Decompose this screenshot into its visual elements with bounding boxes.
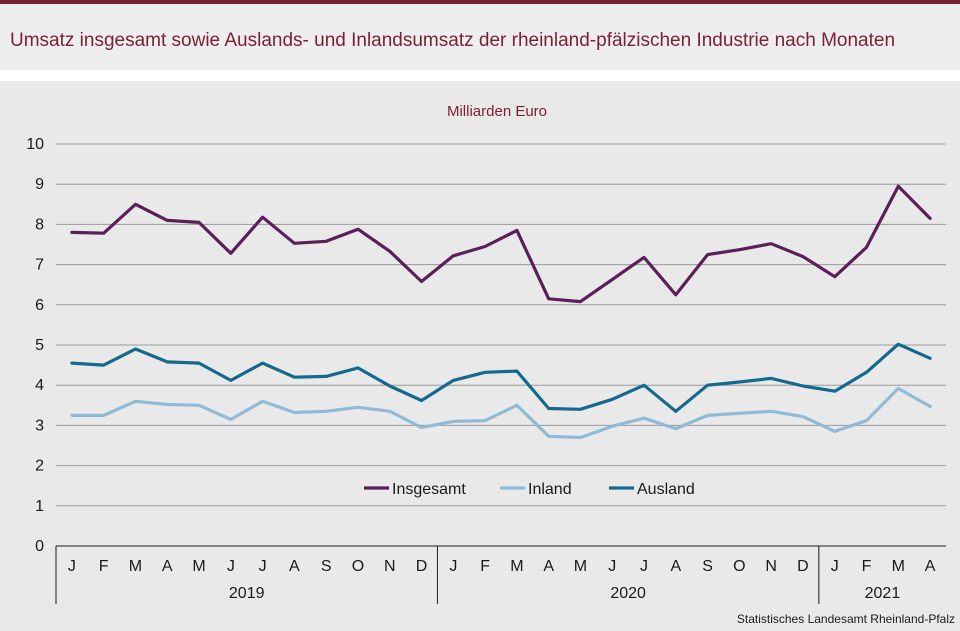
y-tick-label: 2 — [35, 458, 44, 475]
x-tick-label: S — [321, 558, 332, 575]
x-tick-label: A — [925, 558, 936, 575]
x-tick-label: O — [733, 558, 745, 575]
y-tick-label: 9 — [35, 176, 44, 193]
header-divider — [0, 70, 960, 81]
x-tick-label: D — [797, 558, 809, 575]
x-tick-label: J — [68, 558, 76, 575]
x-tick-label: D — [416, 558, 428, 575]
y-tick-label: 8 — [35, 216, 44, 233]
top-accent-bar — [0, 0, 960, 4]
x-tick-label: J — [227, 558, 235, 575]
x-tick-label: O — [352, 558, 364, 575]
y-tick-label: 5 — [35, 337, 44, 354]
x-tick-label: M — [892, 558, 905, 575]
x-tick-label: J — [640, 558, 648, 575]
x-tick-label: A — [162, 558, 173, 575]
y-tick-label: 6 — [35, 297, 44, 314]
x-tick-label: A — [543, 558, 554, 575]
series-line-insgesamt — [70, 184, 932, 304]
year-label: 2021 — [865, 585, 901, 602]
y-tick-label: 0 — [35, 538, 44, 555]
series-line-ausland — [70, 342, 932, 413]
y-tick-label: 4 — [35, 377, 44, 394]
legend-label: Inland — [528, 481, 572, 498]
legend-label: Ausland — [637, 481, 695, 498]
series-lines — [70, 184, 932, 440]
y-tick-label: 3 — [35, 417, 44, 434]
legend: Insgesamt Inland Ausland — [364, 481, 695, 498]
x-axis: J F M A M J J A S O N D J F M A M J J A S O N D J F M A 2019 2020 2021 — [55, 546, 936, 604]
y-tick-label: 1 — [35, 498, 44, 515]
gridlines — [56, 143, 946, 547]
year-label: 2020 — [610, 585, 646, 602]
y-tick-label: 7 — [35, 257, 44, 274]
header: Umsatz insgesamt sowie Auslands- und Inl… — [0, 4, 960, 70]
x-tick-label: M — [574, 558, 587, 575]
x-tick-label: M — [192, 558, 205, 575]
x-tick-label: J — [831, 558, 839, 575]
unit-label: Milliarden Euro — [447, 103, 547, 120]
series-line-inland — [70, 386, 932, 440]
y-tick-label: 10 — [26, 136, 44, 153]
x-tick-label: J — [608, 558, 616, 575]
x-tick-label: N — [384, 558, 396, 575]
source-note: Statistisches Landesamt Rheinland-Pfalz — [737, 612, 955, 626]
x-tick-label: J — [259, 558, 267, 575]
chart-panel — [0, 81, 960, 631]
x-tick-label: M — [510, 558, 523, 575]
year-label: 2019 — [229, 585, 265, 602]
x-tick-label: A — [289, 558, 300, 575]
y-axis-ticks: 0 1 2 3 4 5 6 7 8 9 10 — [26, 136, 44, 555]
x-tick-label: F — [99, 558, 109, 575]
x-tick-label: A — [670, 558, 681, 575]
x-tick-label: N — [765, 558, 777, 575]
chart-title: Umsatz insgesamt sowie Auslands- und Inl… — [10, 30, 896, 51]
x-tick-label: S — [702, 558, 713, 575]
legend-label: Insgesamt — [392, 481, 466, 498]
x-tick-label: M — [129, 558, 142, 575]
x-tick-label: F — [480, 558, 490, 575]
x-tick-label: J — [449, 558, 457, 575]
x-tick-label: F — [862, 558, 872, 575]
